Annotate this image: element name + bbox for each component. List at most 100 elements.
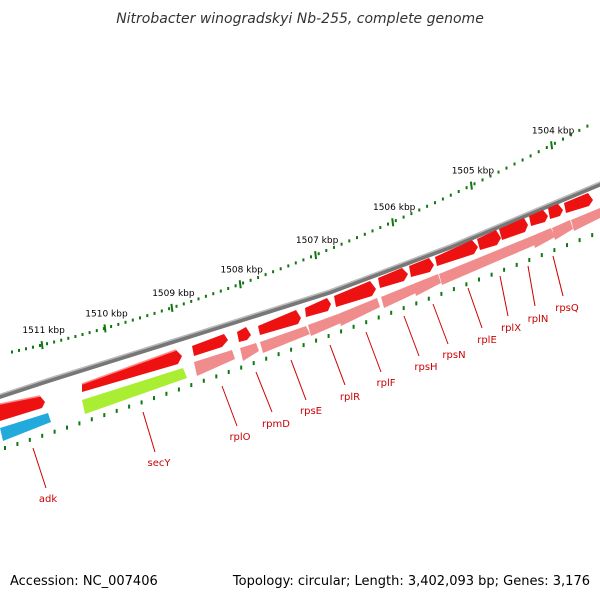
kbp-tick-label: 1510 kbp: [85, 309, 128, 319]
gene-label-rplR[interactable]: rplR: [340, 392, 360, 403]
gene-arrow-rpsQ[interactable]: [529, 210, 548, 226]
feature-band-rpsQ[interactable]: [552, 220, 573, 240]
gene-label-rpsH[interactable]: rpsH: [414, 362, 437, 373]
gene-arrow-rplX[interactable]: [477, 230, 501, 250]
gene-label-rpsQ[interactable]: rpsQ: [555, 303, 579, 314]
minor-tick: [529, 154, 532, 158]
minor-tick: [160, 309, 163, 313]
feature-band-rplO[interactable]: [194, 350, 235, 376]
minor-tick: [578, 128, 581, 132]
minor-tick: [457, 190, 460, 193]
inner-tick: [327, 334, 330, 338]
minor-tick: [570, 133, 573, 137]
leader-secY: [142, 411, 156, 453]
feature-band-rpmD[interactable]: [240, 343, 259, 361]
major-tick: [550, 141, 554, 150]
minor-tick: [264, 273, 267, 277]
inner-tick: [290, 347, 293, 352]
inner-tick: [78, 421, 81, 426]
minor-tick: [32, 345, 34, 349]
gene-arrow-extra-2[interactable]: [564, 193, 593, 213]
leader-rpmD: [255, 371, 273, 413]
minor-tick: [117, 322, 120, 326]
major-tick: [391, 218, 395, 227]
feature-band-extra[interactable]: [571, 208, 600, 231]
feature-band-secY[interactable]: [82, 368, 187, 414]
adk-highlight: [0, 395, 41, 405]
minor-tick: [434, 201, 436, 205]
minor-tick: [190, 299, 193, 303]
minor-tick: [146, 314, 149, 318]
minor-tick: [310, 255, 312, 259]
feature-band-rplN[interactable]: [532, 228, 555, 248]
minor-tick: [562, 137, 564, 141]
minor-tick: [95, 329, 98, 333]
minor-tick: [545, 146, 548, 149]
gene-arrow-rplO[interactable]: [192, 334, 228, 356]
leader-rplN: [527, 265, 536, 307]
accession-label: Accession: NC_007406: [10, 574, 158, 589]
kbp-tick-label: 1509 kbp: [152, 289, 195, 299]
leader-rplX: [499, 275, 509, 317]
feature-band-rplE[interactable]: [439, 236, 535, 285]
minor-tick: [11, 350, 13, 354]
genome-backbone: [0, 181, 600, 399]
gene-label-rpsE[interactable]: rpsE: [300, 406, 322, 417]
gene-arrow-rpsE[interactable]: [258, 310, 301, 335]
inner-tick: [128, 404, 131, 409]
minor-tick: [410, 212, 413, 216]
inner-tick: [515, 262, 518, 267]
minor-tick: [497, 170, 500, 174]
gene-arrow-extra-1[interactable]: [548, 204, 563, 219]
gene-arrow-secY[interactable]: [82, 350, 182, 392]
inner-tick: [4, 446, 6, 450]
gene-arrow-rpmD[interactable]: [237, 327, 251, 342]
minor-tick: [348, 239, 351, 243]
gene-label-rplN[interactable]: rplN: [528, 314, 549, 325]
feature-band-rpsN[interactable]: [413, 274, 441, 296]
feature-band-rpsE[interactable]: [260, 326, 310, 353]
minor-tick: [272, 270, 275, 274]
inner-tick: [302, 343, 305, 348]
gene-label-rpsN[interactable]: rpsN: [442, 350, 465, 361]
gene-arrow-rpsN[interactable]: [409, 258, 434, 277]
gene-label-rplF[interactable]: rplF: [377, 378, 396, 389]
minor-tick: [537, 150, 540, 154]
minor-tick: [553, 141, 556, 145]
feature-band-rpsH[interactable]: [381, 284, 416, 308]
feature-band-rplF[interactable]: [338, 298, 380, 326]
minor-tick: [521, 158, 524, 162]
inner-tick: [16, 442, 19, 446]
gene-arrow-rplE[interactable]: [435, 240, 478, 266]
gene-arrow-rplF[interactable]: [334, 281, 376, 307]
gene-label-secY[interactable]: secY: [148, 458, 172, 469]
inner-tick: [578, 238, 581, 243]
feature-band-adk[interactable]: [0, 413, 51, 441]
gene-arrow-rpsH[interactable]: [378, 268, 408, 288]
minor-tick: [505, 166, 508, 170]
kbp-tick-label: 1504 kbp: [532, 126, 575, 136]
gene-label-adk[interactable]: adk: [39, 494, 57, 505]
minor-tick: [449, 193, 452, 197]
leader-rplR: [329, 344, 346, 386]
minor-tick: [465, 186, 468, 190]
feature-band-rplR[interactable]: [308, 314, 341, 336]
minor-tick: [39, 344, 41, 347]
minor-tick: [219, 289, 222, 293]
inner-tick: [153, 396, 155, 401]
gene-label-rpmD[interactable]: rpmD: [262, 419, 290, 430]
secY-highlight: [81, 349, 177, 385]
minor-tick: [363, 232, 366, 236]
gene-label-rplO[interactable]: rplO: [229, 432, 250, 443]
inner-tick: [490, 272, 493, 277]
inner-tick: [390, 310, 393, 315]
inner-tick: [340, 329, 343, 334]
gene-label-rplE[interactable]: rplE: [477, 335, 497, 346]
gene-arrow-rplR[interactable]: [305, 298, 331, 317]
minor-tick: [227, 287, 230, 290]
gene-arrow-rplN[interactable]: [499, 218, 528, 240]
minor-tick: [325, 249, 328, 252]
major-tick: [103, 324, 107, 333]
minor-tick: [168, 307, 171, 311]
gene-label-rplX[interactable]: rplX: [501, 323, 521, 334]
